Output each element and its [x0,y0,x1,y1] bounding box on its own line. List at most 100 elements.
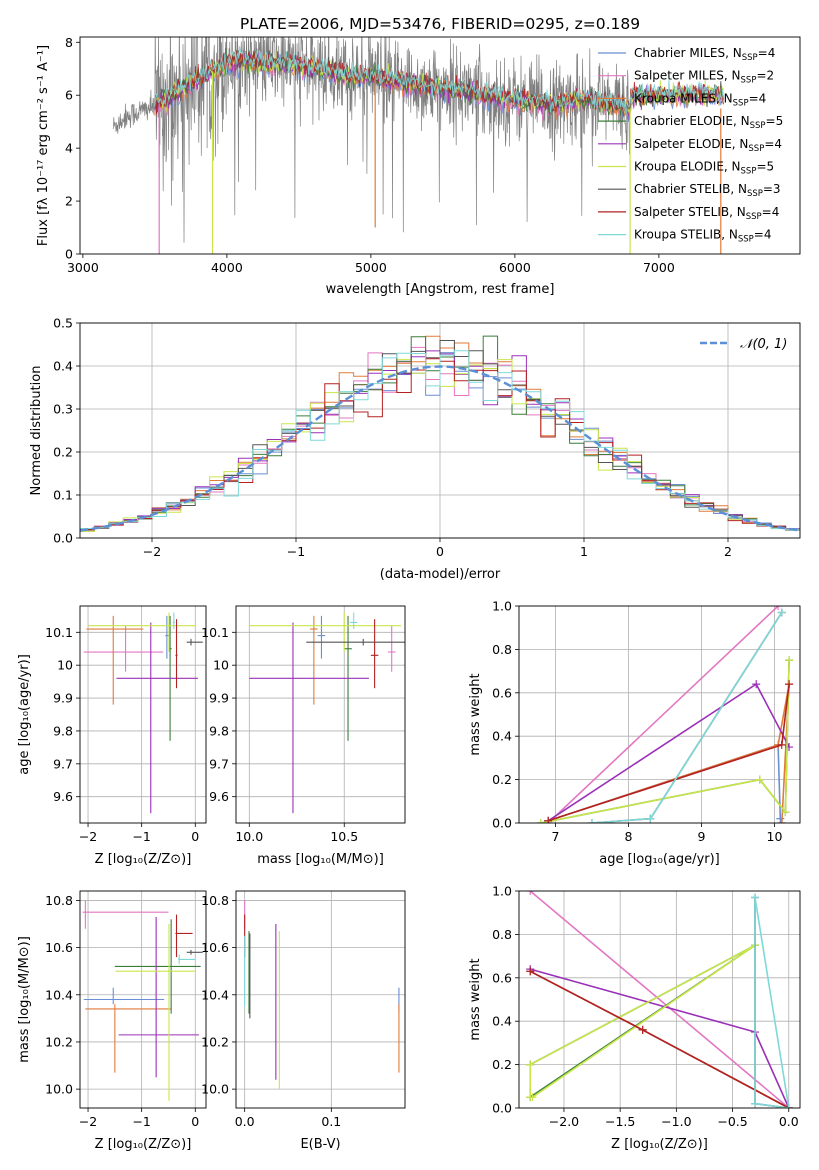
tick-label-x: −1.5 [605,1114,635,1129]
x-axis-label: wavelength [Angstrom, rest frame] [326,282,555,297]
tick-label-y: 10.8 [201,893,229,908]
tick-label-y: 9.8 [209,723,229,738]
plot-area-weight_vs_age [536,606,794,823]
tick-label-y: 10.0 [45,1082,73,1097]
tick-label-x: 4000 [211,260,243,275]
x-axis-label: Z [log₁₀(Z/Z⊙)] [95,852,192,867]
tick-label-x: 5000 [355,260,387,275]
series-marker-salpeter_stelib [638,1025,647,1034]
tick-label-x: 1 [580,544,588,559]
tick-label-y: 0.8 [492,927,512,942]
tick-label-y: 0.0 [492,1101,512,1116]
series-marker-kroupa_elodie [755,775,764,784]
tick-label-y: 8 [65,35,73,50]
series-marker-kroupa_stelib [751,893,760,902]
x-axis-label: E(B-V) [300,1137,340,1152]
tick-label-y: 0.1 [53,488,73,503]
tick-label-y: 0.6 [492,970,512,985]
point-salpeter_elodie [116,622,198,814]
point-chabrier_elodie [114,919,201,1014]
tick-label-x: −0.5 [717,1114,747,1129]
tick-label-x: 8 [625,829,633,844]
plot-area-residuals [80,335,800,532]
x-axis-label: age [log₁₀(age/yr)] [599,852,720,867]
x-axis-label: Z [log₁₀(Z/Z⊙)] [95,1137,192,1152]
series-marker-salpeter_miles [774,606,783,610]
y-axis-label: mass weight [468,958,483,1040]
series-marker-kroupa_elodie [526,1060,535,1069]
axes-frame [79,605,207,824]
axes-frame [79,890,207,1109]
plot-area-age_vs_mass [249,612,405,814]
y-axis-label: Normed distribution [29,366,44,496]
series-marker-salpeter_stelib [526,967,535,976]
series-marker-kroupa_stelib [751,1099,760,1108]
point-salpeter_stelib [370,619,379,689]
tick-label-y: 0.4 [492,1014,512,1029]
series-marker-kroupa_elodie [536,819,545,823]
x-axis-label: (data-model)/error [380,567,501,582]
series-marker-salpeter_stelib [777,740,786,749]
axes-frame [79,322,801,539]
tick-label-y: 0.2 [53,445,73,460]
legend-entry: Chabrier STELIB, NSSP=3 [634,182,781,199]
axes-frame [235,890,406,1109]
tick-label-x: 7 [552,829,560,844]
x-axis-label: mass [log₁₀(M/M⊙)] [257,852,384,867]
point-chabrier_miles [165,615,169,659]
tick-label-y: 0 [65,247,73,262]
tick-label-x: 9 [697,829,705,844]
series-line-kroupa_stelib [591,612,783,823]
panel-mass_vs_Z: −2 −1 0 10.0 10.2 10.4 10.6 10.8 Z [log₁₀(Z/Z⊙)]… [17,890,207,1152]
series-marker-kroupa_stelib [587,819,596,823]
tick-label-x: 3000 [67,260,99,275]
tick-label-y: 0.0 [53,531,73,546]
tick-label-y: 2 [65,194,73,209]
tick-label-x: 2 [724,544,732,559]
tick-label-y: 0.8 [492,642,512,657]
tick-label-y: 10.8 [45,893,73,908]
tick-label-y: 0.6 [492,685,512,700]
data-spectrum-line [112,37,631,243]
tick-label-x: 0 [191,1114,199,1129]
tick-label-y: 0.2 [492,772,512,787]
point-kroupa_miles [310,615,318,705]
legend-entry: Kroupa MILES, NSSP=4 [634,91,766,108]
series-marker-salpeter_stelib [785,680,794,689]
model-line-kroupa_stelib [154,46,724,115]
legend: Chabrier MILES, NSSP=4 Salpeter MILES, NS… [598,46,783,245]
series-marker-salpeter_elodie [752,680,761,689]
tick-label-x: 0 [191,829,199,844]
plot-area-weight_vs_Z [526,891,793,1108]
legend-entry: Salpeter STELIB, NSSP=4 [634,205,779,222]
plot-area-spectrum [112,37,724,254]
tick-label-x: 10.0 [235,829,263,844]
point-kroupa_stelib [172,612,175,630]
legend-entry: Kroupa STELIB, NSSP=4 [634,228,772,245]
series-marker-salpeter_miles [526,891,535,895]
series-marker-kroupa_elodie [785,656,794,665]
axes-frame [518,605,801,824]
point-salpeter_elodie [249,622,369,814]
tick-label-y: 0.0 [492,816,512,831]
tick-label-x: 10.5 [330,829,358,844]
series-line-salpeter_miles [547,606,779,823]
series-marker-kroupa_stelib [646,814,655,823]
point-chabrier_miles [83,987,165,1005]
point-kroupa_elodie [249,612,402,653]
figure-title: PLATE=2006, MJD=53476, FIBERID=0295, z=0… [240,15,640,33]
tick-label-y: 10.2 [45,1034,73,1049]
point-kroupa_elodie [115,924,196,1101]
normal-curve [80,365,800,532]
tick-label-x: −2.0 [549,1114,579,1129]
point-chabrier_stelib [306,638,405,646]
series-marker-kroupa_miles [777,819,786,823]
legend: 𝒩(0, 1) [700,337,787,352]
legend-entry: Salpeter ELODIE, NSSP=4 [634,137,782,154]
point-kroupa_elodie [88,612,196,653]
tick-label-y: 9.6 [209,789,229,804]
series-line-kroupa_stelib [754,897,790,1108]
tick-label-y: 1.0 [492,599,512,614]
point-kroupa_miles [85,1004,172,1073]
tick-label-x: −2 [79,829,97,844]
